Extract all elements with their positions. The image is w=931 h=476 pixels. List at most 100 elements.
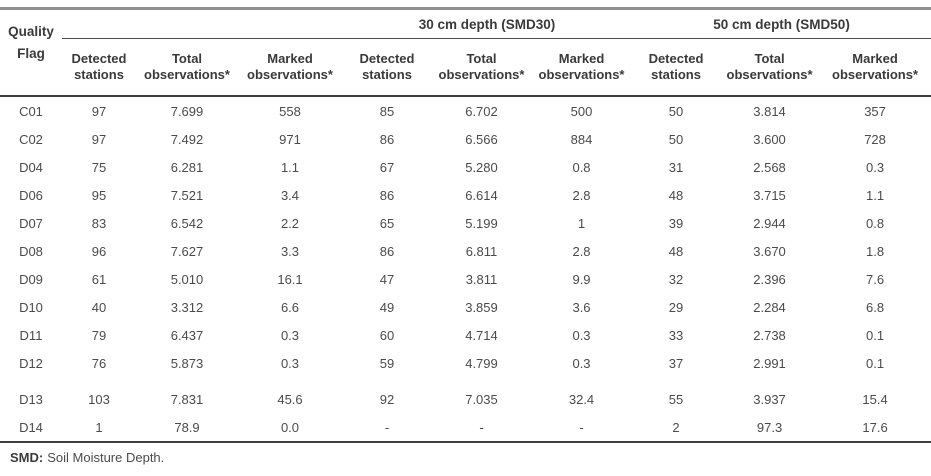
table-cell: 971	[279, 131, 301, 147]
table-cell: 5.010	[170, 271, 204, 287]
corner-header-line1: Quality	[8, 24, 54, 39]
table-cell: 103	[88, 391, 110, 407]
column-header-marked-observations-1: Marked observations*	[238, 38, 342, 97]
table-cell: 92	[379, 391, 395, 407]
table-body: C01 97 7.699 558 85 6.702 500 50 3.814 357 C02 97 7.…	[0, 96, 931, 443]
table-cell: 0.0	[238, 413, 342, 443]
table-cell: 76	[91, 355, 107, 371]
table-cell: 16.1	[277, 271, 303, 287]
table-cell: 1	[62, 413, 136, 443]
column-header-total-observations-2: Total observations*	[432, 38, 531, 97]
table-cell: 4.799	[465, 355, 498, 371]
table-cell: 45.6	[277, 391, 303, 407]
corner-header-line2: Flag	[17, 46, 45, 61]
table-cell: 83	[91, 215, 107, 231]
table-cell: 4.714	[465, 327, 498, 343]
table-cell: 3.6	[572, 299, 591, 315]
footnote-term: SMD:	[10, 450, 44, 465]
table-cell: 3.859	[465, 299, 498, 315]
table-cell: 49	[379, 299, 395, 315]
row-flag: D09	[19, 271, 43, 287]
group-header-smd50: 50 cm depth (SMD50)	[632, 8, 931, 39]
table-cell: 6.542	[170, 215, 204, 231]
table-cell: 55	[668, 391, 684, 407]
table-cell: 3.670	[753, 243, 786, 259]
table-cell: 3.4	[280, 187, 300, 203]
row-flag: D12	[19, 355, 43, 371]
table-cell: 7.627	[170, 243, 204, 259]
column-header-marked-observations-3: Marked observations*	[819, 38, 931, 97]
table-cell: 59	[379, 355, 395, 371]
table-cell: 15.4	[862, 391, 888, 407]
table-cell: 95	[91, 187, 107, 203]
table-cell: 7.6	[866, 271, 885, 287]
table-cell: 37	[668, 355, 684, 371]
table-cell: 6.6	[280, 299, 300, 315]
row-flag: D10	[19, 299, 43, 315]
table-cell: 50	[668, 103, 684, 119]
table-cell: -	[531, 413, 633, 443]
table-cell: 29	[668, 299, 684, 315]
table-cell: 61	[91, 271, 107, 287]
table-cell: 2.738	[753, 327, 786, 343]
table-cell: 85	[379, 103, 395, 119]
table-cell: 6.702	[465, 103, 498, 119]
table-row: D06 95 7.521 3.4 86 6.614 2.8 48 3.715 1.1	[0, 181, 931, 209]
table-cell: 0.3	[572, 327, 591, 343]
table-cell: 1.8	[866, 243, 885, 259]
row-flag: D06	[19, 187, 43, 203]
table-cell: 3.937	[753, 391, 786, 407]
table-cell: 2.8	[572, 187, 591, 203]
table-cell: 5.280	[465, 159, 498, 175]
table-cell: 3.3	[280, 243, 300, 259]
table-cell: 7.492	[170, 131, 204, 147]
table-cell: 32.4	[568, 391, 595, 407]
table-row: D12 76 5.873 0.3 59 4.799 0.3 37 2.991 0.1	[0, 349, 931, 377]
table-row: D11 79 6.437 0.3 60 4.714 0.3 33 2.738 0.1	[0, 321, 931, 349]
table-cell: 75	[91, 159, 107, 175]
row-flag: D07	[19, 215, 43, 231]
table-cell: 1	[577, 215, 586, 231]
table-row: D04 75 6.281 1.1 67 5.280 0.8 31 2.568 0.3	[0, 153, 931, 181]
table-cell: -	[432, 413, 531, 443]
table-cell: 32	[668, 271, 684, 287]
table-cell: 3.811	[465, 271, 498, 287]
table-row: D07 83 6.542 2.2 65 5.199 1 39 2.944 0.8	[0, 209, 931, 237]
table-cell: 7.831	[170, 391, 204, 407]
table-cell: 48	[668, 187, 684, 203]
row-flag: D14	[0, 413, 62, 443]
table-cell: 79	[91, 327, 107, 343]
row-flag: D11	[19, 327, 43, 343]
column-header-marked-observations-2: Marked observations*	[531, 38, 633, 97]
table-cell: 2.944	[753, 215, 786, 231]
table-cell: 6.281	[170, 159, 204, 175]
table-cell: 97.3	[720, 413, 820, 443]
table-cell: 6.811	[465, 243, 498, 259]
corner-header-quality-flag: Quality Flag	[0, 8, 62, 97]
column-header-total-observations-1: Total observations*	[136, 38, 238, 97]
group-header-row: Quality Flag 30 cm depth (SMD30) 50 cm d…	[0, 8, 931, 97]
table-cell: 39	[668, 215, 684, 231]
table-cell: 2.568	[753, 159, 786, 175]
table-cell: 3.312	[170, 299, 204, 315]
group-header-empty	[62, 8, 342, 39]
table-cell: 50	[668, 131, 684, 147]
table-cell: 6.614	[465, 187, 498, 203]
table-cell: 7.521	[170, 187, 204, 203]
table-cell: 86	[379, 187, 395, 203]
table-cell: 6.437	[170, 327, 204, 343]
table-cell: 33	[668, 327, 684, 343]
column-header-detected-stations-1: Detected stations	[62, 38, 136, 97]
table-cell: 6.566	[465, 131, 498, 147]
column-header-row: Detected stations Total observations* Ma…	[0, 38, 931, 97]
column-header-detected-stations-3: Detected stations	[632, 38, 721, 97]
table-cell: 0.3	[866, 159, 885, 175]
table-cell: 558	[279, 103, 301, 119]
row-flag: D08	[19, 243, 43, 259]
table-cell: 2.396	[753, 271, 786, 287]
table-cell: 96	[91, 243, 107, 259]
footnote-text: Soil Moisture Depth.	[47, 450, 165, 465]
table-cell: 17.6	[819, 413, 931, 443]
row-flag: D13	[19, 391, 43, 407]
table-cell: 2	[632, 413, 721, 443]
